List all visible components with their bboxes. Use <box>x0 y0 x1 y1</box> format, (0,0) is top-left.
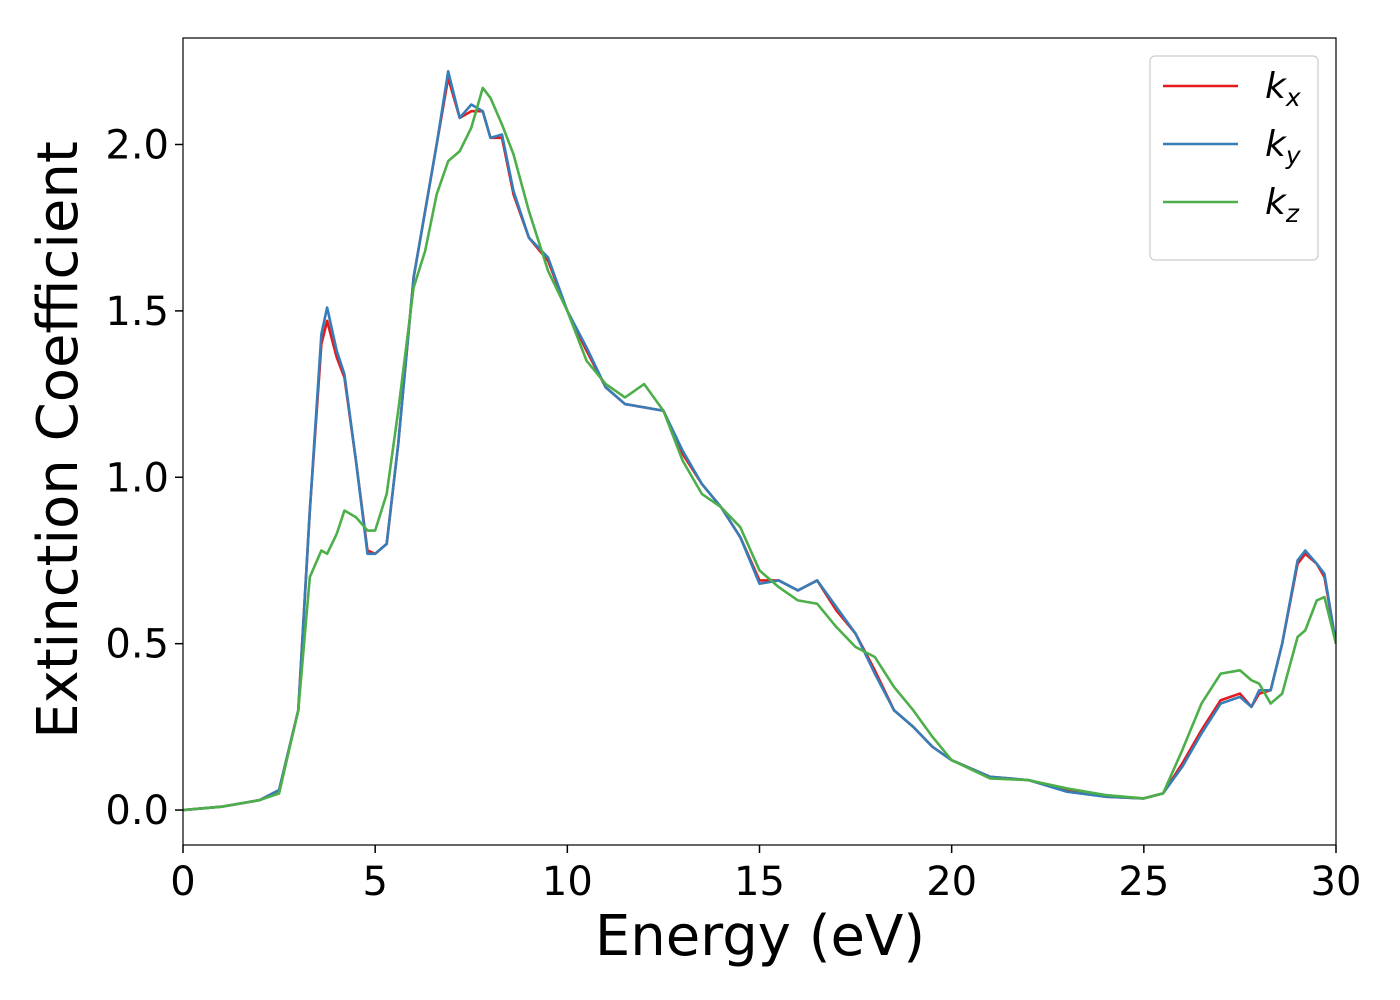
x-tick-label: 5 <box>362 859 387 905</box>
x-tick-label: 20 <box>926 859 977 905</box>
legend-label: ky <box>1265 124 1302 170</box>
x-axis-label: Energy (eV) <box>595 904 925 969</box>
y-tick-label: 0.5 <box>105 622 169 668</box>
x-tick-label: 30 <box>1311 859 1362 905</box>
data-line <box>183 69 1336 812</box>
legend-label: kz <box>1265 182 1300 228</box>
x-tick-label: 0 <box>170 859 195 905</box>
y-tick-label: 0.0 <box>105 788 169 834</box>
data-line <box>183 86 1336 812</box>
y-tick-label: 2.0 <box>105 122 169 168</box>
x-tick-label: 25 <box>1118 859 1169 905</box>
y-tick-label: 1.5 <box>105 289 169 335</box>
legend-box <box>1149 55 1319 261</box>
y-axis-label: Extinction Coefficient <box>26 141 91 739</box>
y-tick-label: 1.0 <box>105 455 169 501</box>
x-tick-label: 10 <box>542 859 593 905</box>
plot-frame <box>182 37 1337 846</box>
legend-label: kx <box>1265 66 1301 112</box>
x-tick-label: 15 <box>734 859 785 905</box>
